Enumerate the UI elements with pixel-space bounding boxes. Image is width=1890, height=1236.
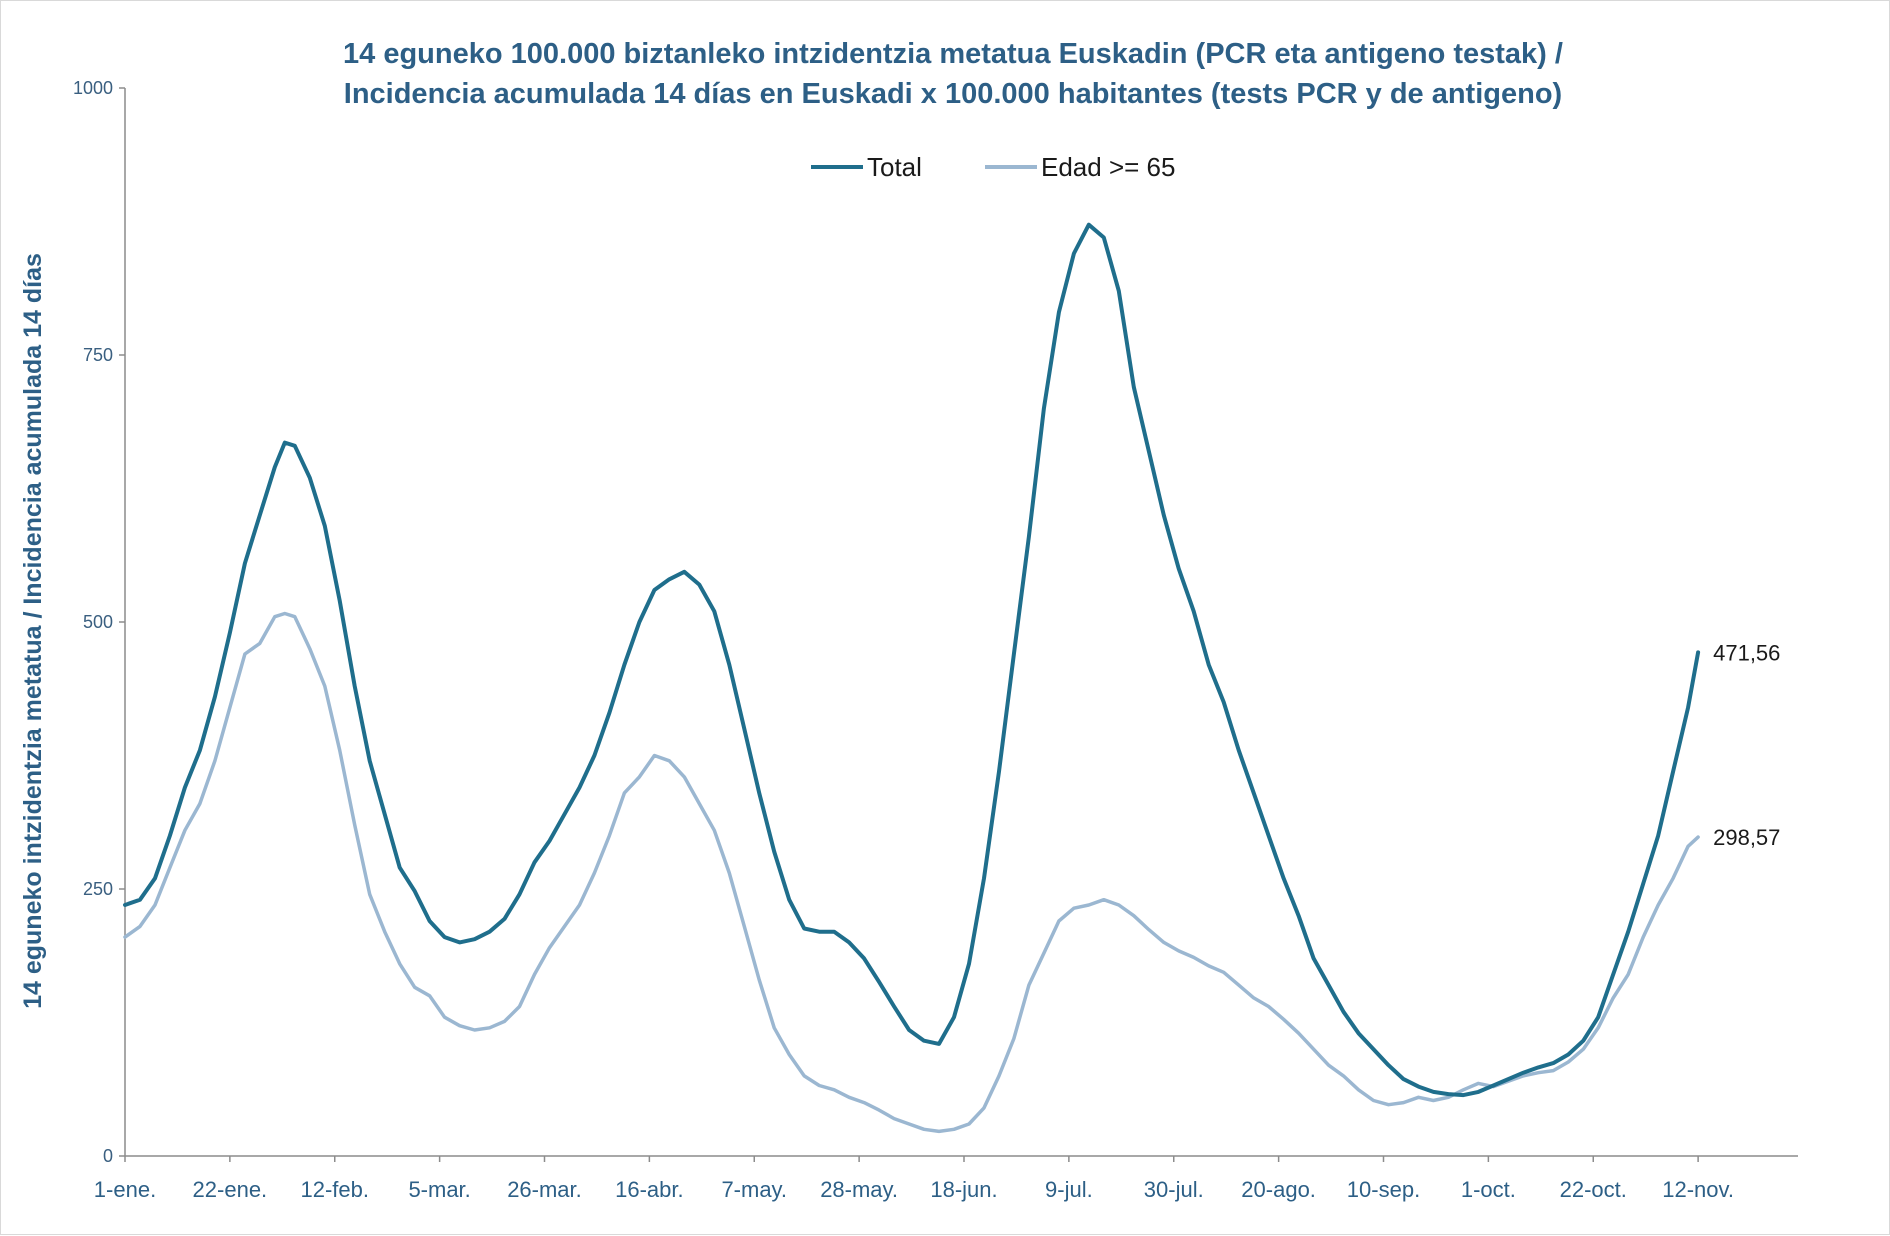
- series-line-total: [123, 222, 1701, 1098]
- series-line-edad-65: [123, 611, 1700, 1134]
- end-label-total: 471,56: [1713, 640, 1780, 665]
- x-tick-label: 7-may.: [721, 1177, 787, 1202]
- x-tick-label: 5-mar.: [408, 1177, 470, 1202]
- legend-label-edad-65: Edad >= 65: [1041, 152, 1175, 182]
- y-tick-label: 0: [103, 1146, 113, 1166]
- y-axis-label: 14 eguneko intzidentzia metatua / Incide…: [19, 253, 47, 1009]
- y-tick-label: 1000: [73, 78, 113, 98]
- x-tick-label: 18-jun.: [930, 1177, 997, 1202]
- x-tick-label: 1-oct.: [1461, 1177, 1516, 1202]
- x-tick-label: 16-abr.: [615, 1177, 684, 1202]
- legend: Total Edad >= 65: [811, 152, 1175, 182]
- series-lines: [123, 222, 1701, 1134]
- x-tick-label: 12-nov.: [1662, 1177, 1734, 1202]
- end-labels: 471,56 298,57: [1713, 640, 1780, 850]
- y-tick-label: 500: [83, 612, 113, 632]
- x-ticks: 1-ene. 22-ene. 12-feb. 5-mar. 26-mar. 16-abr.…: [94, 1156, 1734, 1202]
- x-tick-label: 9-jul.: [1045, 1177, 1093, 1202]
- x-tick-label: 26-mar.: [507, 1177, 582, 1202]
- x-tick-label: 20-ago.: [1241, 1177, 1316, 1202]
- y-tick-label: 750: [83, 345, 113, 365]
- chart-title-line-1: 14 eguneko 100.000 biztanleko intzidentz…: [343, 38, 1563, 70]
- x-tick-label: 30-jul.: [1144, 1177, 1204, 1202]
- x-tick-label: 22-ene.: [193, 1177, 268, 1202]
- legend-label-total: Total: [867, 152, 922, 182]
- x-tick-label: 10-sep.: [1347, 1177, 1420, 1202]
- y-tick-label: 250: [83, 879, 113, 899]
- end-label-edad-65: 298,57: [1713, 825, 1780, 850]
- y-ticks: 0 250 500 750 1000: [73, 78, 125, 1166]
- x-tick-label: 12-feb.: [300, 1177, 369, 1202]
- chart-title-line-2: Incidencia acumulada 14 días en Euskadi …: [344, 78, 1562, 110]
- x-tick-label: 1-ene.: [94, 1177, 156, 1202]
- x-tick-label: 22-oct.: [1560, 1177, 1627, 1202]
- x-tick-label: 28-may.: [820, 1177, 898, 1202]
